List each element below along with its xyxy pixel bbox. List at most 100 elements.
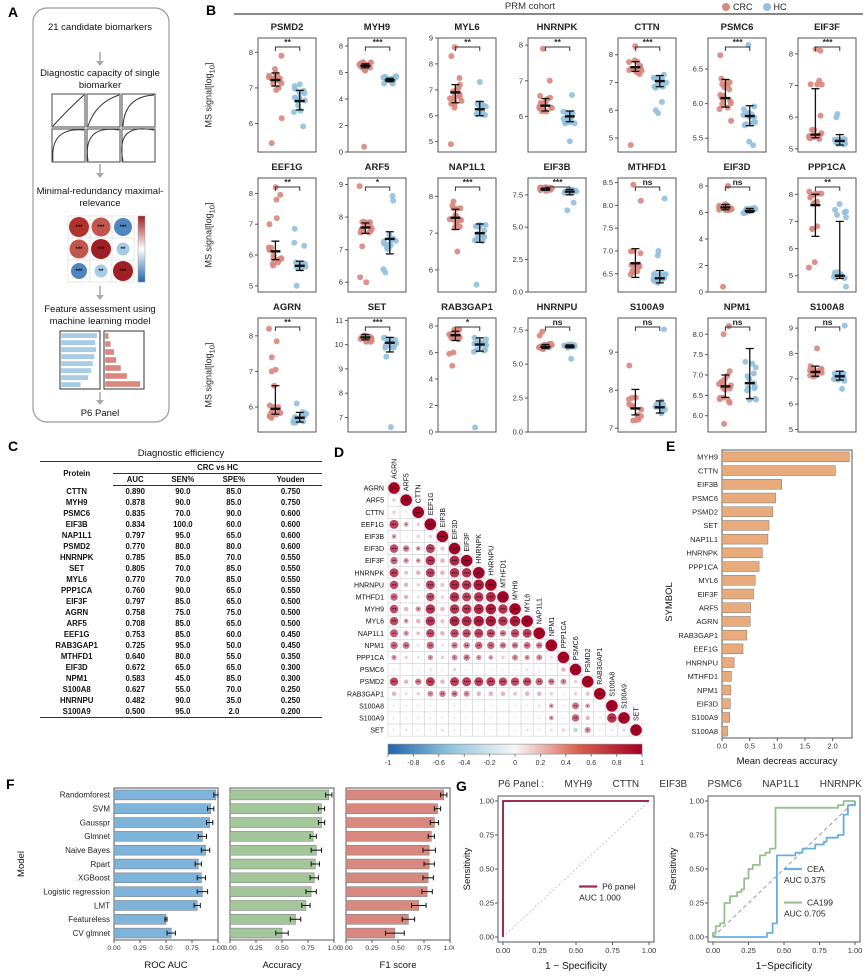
svg-text:EIF3F: EIF3F [698,590,719,599]
svg-text:Naive Bayes: Naive Bayes [65,846,110,855]
svg-text:EEF1G: EEF1G [271,162,302,173]
svg-text:EIF3F: EIF3F [464,533,471,552]
svg-text:***: *** [452,571,458,576]
svg-text:8: 8 [789,49,793,58]
svg-text:PPP1CA: PPP1CA [688,562,718,571]
legend-item-crc: CRC [722,2,753,12]
svg-text:8: 8 [429,59,433,68]
dotplot-HNRNPU: HNRNPU 0.0 2.5 5.0 7.5 ns [513,302,587,437]
svg-text:1−Specificity: 1−Specificity [756,961,812,972]
svg-text:***: *** [561,655,567,660]
svg-text:EIF3D: EIF3D [364,546,384,553]
svg-text:2.5: 2.5 [513,255,523,264]
svg-text:7.5: 7.5 [513,190,523,199]
dotplot-S100A9: S100A9 7 8 9 ns [609,302,677,433]
dotplot-EEF1G: EEF1G 5 6 7 8 ** [249,162,317,293]
p6-protein-CTTN: CTTN [612,779,640,790]
svg-text:7: 7 [609,78,613,87]
svg-text:***: *** [488,680,494,685]
svg-text:0.4: 0.4 [561,760,571,767]
svg-text:**: ** [392,595,396,600]
svg-text:0.5: 0.5 [744,742,754,751]
dotplot-EIF3B: EIF3B 0.0 2.5 5.0 7.5 *** [513,162,587,297]
svg-text:11: 11 [335,316,343,325]
svg-text:CEA: CEA [807,864,825,874]
svg-text:PSMD2: PSMD2 [271,22,304,33]
svg-text:AGRN: AGRN [696,617,718,626]
svg-text:8: 8 [609,50,613,59]
svg-text:**: ** [465,643,469,648]
svg-text:*: * [417,559,419,564]
svg-text:5: 5 [789,144,793,153]
svg-text:EIF3F: EIF3F [365,558,384,565]
svg-text:***: *** [500,595,506,600]
panel-a-svg: *** *** ****** *** ***** ** *** [32,7,170,423]
svg-text:7: 7 [789,81,793,90]
svg-text:Glmnet: Glmnet [84,832,111,841]
svg-text:EEF1G: EEF1G [428,492,435,515]
svg-text:***: *** [621,716,627,721]
svg-text:7: 7 [789,374,793,383]
svg-text:*: * [526,655,528,660]
svg-text:EIF3B: EIF3B [544,162,571,173]
dotplot-HNRNPK: HNRNPK 6 7 8 ** [519,22,587,153]
svg-text:0.75: 0.75 [185,945,198,952]
panel-label-a: A [8,4,19,20]
svg-text:***: *** [464,619,470,624]
dotplot-EIF3F: EIF3F 5 6 7 8 *** [789,22,857,153]
dotplot-S100A8: S100A8 5 6 7 8 9 ns [789,302,857,434]
p6-panel-title: P6 Panel : MYH9 CTTN EIF3B PSMC6 NAP1L1 HNRNPK [498,779,862,790]
dotplot-PPP1CA: PPP1CA 5 6 7 8 ** [789,162,857,293]
diagnostic-efficiency-table: Protein CRC vs HC AUC SEN% SPE% Youden CTTN 0.8… [40,461,322,718]
svg-text:***: *** [391,607,397,612]
svg-text:Accuracy: Accuracy [262,960,301,971]
svg-text:***: *** [823,37,834,47]
svg-text:1 − Specificity: 1 − Specificity [545,961,607,972]
svg-text:***: *** [452,631,458,636]
svg-text:**: ** [513,643,517,648]
svg-text:*: * [466,692,468,697]
flow-step-2: Minimal-redundancy maximal-relevance [36,186,164,209]
svg-text:***: *** [733,37,744,47]
svg-text:***: *** [488,631,494,636]
svg-text:0.0: 0.0 [717,742,727,751]
svg-text:2: 2 [339,121,343,130]
flow-step-0: 21 candidate biomarkers [47,22,153,33]
svg-text:0.75: 0.75 [605,946,620,955]
svg-text:***: *** [464,680,470,685]
svg-text:*: * [405,619,407,624]
svg-text:**: ** [416,680,420,685]
svg-text:***: *** [119,225,127,231]
table-row: S100A9 0.500 95.0 2.0 0.200 [40,706,322,718]
svg-text:**: ** [441,692,445,697]
table-row: EEF1G 0.753 85.0 60.0 0.450 [63,630,301,639]
svg-text:NPM1: NPM1 [724,302,751,313]
svg-text:**: ** [392,643,396,648]
svg-text:0.0: 0.0 [513,288,523,297]
svg-text:6.5: 6.5 [603,269,613,278]
svg-text:NPM1: NPM1 [549,617,556,637]
svg-text:8: 8 [429,321,433,330]
svg-text:***: *** [428,619,434,624]
svg-text:***: *** [643,37,654,47]
svg-text:***: *** [476,571,482,576]
panel-label-b: B [206,2,217,18]
svg-text:ns: ns [553,317,563,327]
svg-text:***: *** [373,37,384,47]
svg-text:S100A8: S100A8 [609,672,616,697]
svg-text:9: 9 [339,364,343,373]
svg-text:EIF3B: EIF3B [365,534,385,541]
svg-text:ns: ns [733,317,743,327]
svg-text:**: ** [574,716,578,721]
svg-text:*: * [563,680,565,685]
svg-text:S100A9: S100A9 [630,302,664,313]
p6-protein-MYH9: MYH9 [564,779,593,790]
svg-text:6: 6 [429,111,433,120]
svg-text:6: 6 [339,68,343,77]
svg-text:1.00: 1.00 [689,797,704,806]
table-row: SET 0.805 70.0 85.0 0.550 [69,564,301,573]
roc-p6-svg: Sensitivity 0.000.00 0.25 0.25 0.50 0.50 0.75 0… [462,795,656,972]
svg-text:***: *** [488,619,494,624]
svg-text:**: ** [284,317,291,327]
panel-label-c: C [8,438,19,454]
